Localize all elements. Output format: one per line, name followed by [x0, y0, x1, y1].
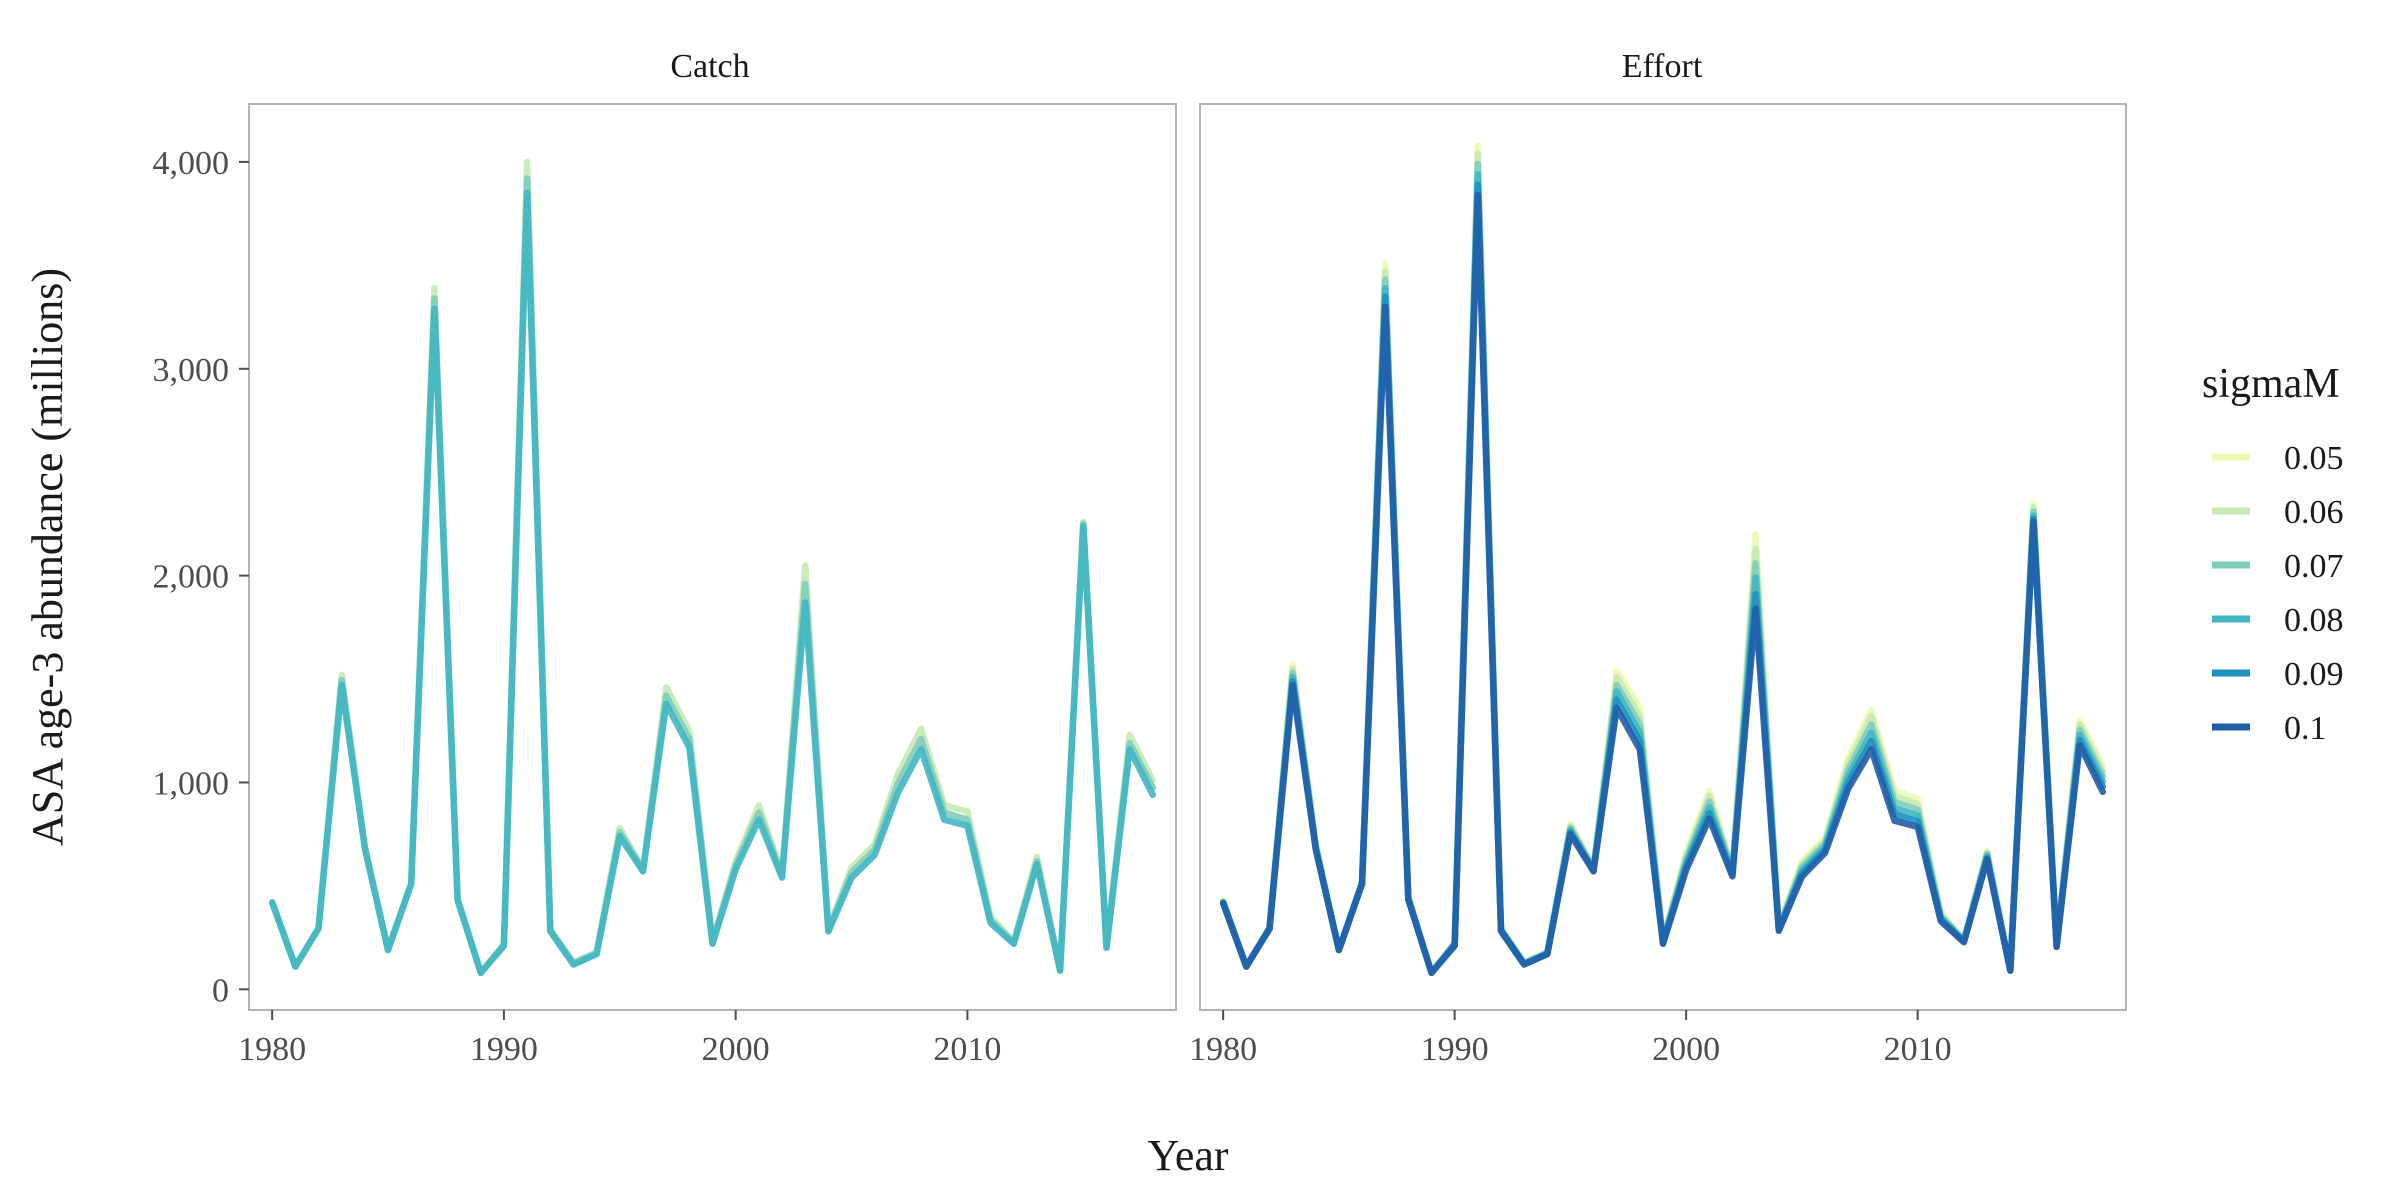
panel-effort: Effort 1980 1990 2000 2010: [1189, 48, 2127, 1068]
x-tick-label-catch-1980: 1980: [238, 1031, 306, 1068]
panel-effort-x-axis: 1980 1990 2000 2010: [1189, 1010, 1952, 1068]
legend-label-0-08: 0.08: [2284, 602, 2344, 639]
series-line-catch-0-08: [268, 189, 1157, 977]
x-tick-label-effort-1990: 1990: [1421, 1031, 1489, 1068]
panel-catch-x-axis: 1980 1990 2000 2010: [238, 1010, 1001, 1068]
series-line-effort-0-07: [1219, 160, 2107, 977]
series-line-catch-0-07: [268, 175, 1157, 977]
y-tick-label-0: 0: [212, 972, 229, 1009]
legend-label-0-06: 0.06: [2284, 494, 2344, 531]
y-axis-title: ASA age-3 abundance (millions): [23, 268, 72, 846]
panel-catch-border: [248, 103, 1177, 1011]
legend-label-0-07: 0.07: [2284, 548, 2344, 585]
x-tick-label-effort-1980: 1980: [1189, 1031, 1257, 1068]
legend-item-0-09: 0.09: [2212, 656, 2344, 693]
legend: sigmaM 0.05 0.06 0.07 0.08 0.09 0.1: [2202, 361, 2344, 747]
panel-effort-border: [1199, 103, 2127, 1011]
legend-item-0-08: 0.08: [2212, 602, 2344, 639]
y-tick-label-3000: 3,000: [153, 352, 230, 389]
panel-catch-title: Catch: [670, 48, 749, 85]
panel-catch: Catch 1980 1990 2000 2010 0 1,000 2,000 3,000 4…: [153, 48, 1177, 1068]
y-tick-label-2000: 2,000: [153, 559, 230, 596]
x-tick-label-effort-2000: 2000: [1652, 1031, 1720, 1068]
x-axis-title: Year: [1147, 1131, 1228, 1180]
legend-item-0-1: 0.1: [2212, 710, 2327, 747]
panel-effort-title: Effort: [1622, 48, 1703, 85]
x-tick-label-effort-2010: 2010: [1884, 1031, 1952, 1068]
panel-effort-series: [1219, 142, 2107, 977]
x-tick-label-catch-2000: 2000: [702, 1031, 770, 1068]
y-tick-label-4000: 4,000: [153, 145, 230, 182]
x-tick-label-catch-2010: 2010: [933, 1031, 1001, 1068]
series-line-effort-0-06: [1219, 150, 2107, 977]
legend-label-0-05: 0.05: [2284, 440, 2344, 477]
legend-items: 0.05 0.06 0.07 0.08 0.09 0.1: [2212, 440, 2344, 747]
series-line-effort-0-09: [1219, 181, 2107, 977]
series-line-effort-0-08: [1219, 171, 2107, 977]
legend-label-0-09: 0.09: [2284, 656, 2344, 693]
x-tick-label-catch-1990: 1990: [470, 1031, 538, 1068]
panel-catch-series: [268, 158, 1157, 977]
y-tick-label-1000: 1,000: [153, 765, 230, 802]
series-line-catch-0-06: [268, 158, 1157, 977]
legend-title: sigmaM: [2202, 361, 2340, 407]
legend-item-0-07: 0.07: [2212, 548, 2344, 585]
legend-label-0-1: 0.1: [2284, 710, 2327, 747]
legend-item-0-05: 0.05: [2212, 440, 2344, 477]
series-line-effort-0-05: [1219, 142, 2107, 977]
series-line-effort-0-1: [1219, 191, 2107, 977]
legend-item-0-06: 0.06: [2212, 494, 2344, 531]
panel-catch-y-axis: 0 1,000 2,000 3,000 4,000: [153, 145, 249, 1009]
